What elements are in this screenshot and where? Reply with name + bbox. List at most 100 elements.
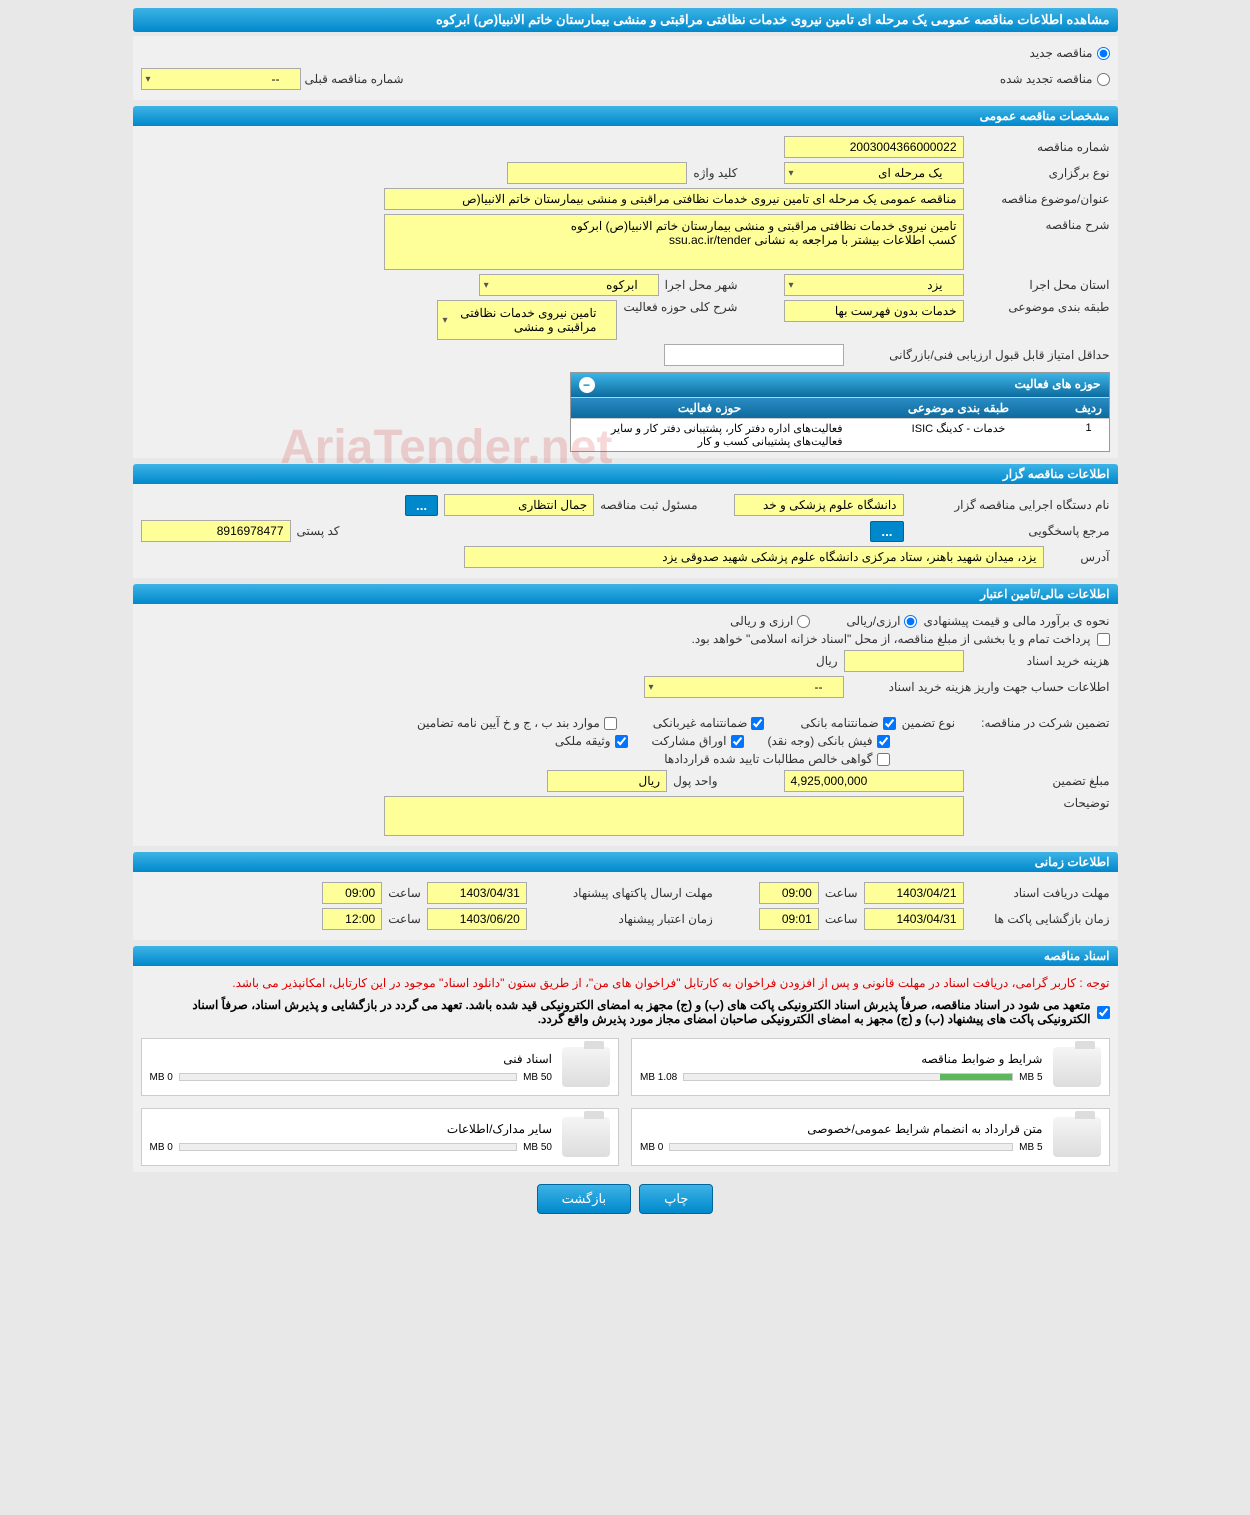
min-score-field[interactable] [664,344,844,366]
desc-textarea[interactable]: تامین نیروی خدمات نظافتی مراقبتی و منشی … [384,214,964,270]
keyword-field[interactable] [507,162,687,184]
attachment-item[interactable]: سایر مدارک/اطلاعات 50 MB 0 MB [141,1108,620,1166]
progress-bar [669,1143,1013,1151]
attach-title: اسناد فنی [150,1052,553,1066]
submit-time-label: ساعت [388,886,421,900]
attach-used: 1.08 MB [640,1072,677,1083]
keyword-label: کلید واژه [693,166,737,180]
doc-cost-label: هزینه خرید اسناد [970,654,1110,668]
type-select[interactable]: یک مرحله ای [784,162,964,184]
validity-date: 1403/06/20 [427,908,527,930]
folder-icon [1053,1117,1101,1157]
section-documents: اسناد مناقصه [133,946,1118,966]
activity-desc-label: شرح کلی حوزه فعالیت [623,300,737,314]
officer-dots-button[interactable]: ... [405,495,438,516]
doc-deadline-date: 1403/04/21 [864,882,964,904]
progress-bar [179,1073,517,1081]
activity-desc-select[interactable]: تامین نیروی خدمات نظافتی مراقبتی و منشی [437,300,617,340]
section-timing: اطلاعات زمانی [133,852,1118,872]
org-field: دانشگاه علوم پزشکی و خد [734,494,904,516]
prev-number-select[interactable]: -- [141,68,301,90]
notes-label: توضیحات [970,796,1110,810]
postal-field: 8916978477 [141,520,291,542]
attach-title: متن قرارداد به انضمام شرایط عمومی/خصوصی [640,1122,1043,1136]
attachment-item[interactable]: اسناد فنی 50 MB 0 MB [141,1038,620,1096]
officer-field: جمال انتظاری [444,494,594,516]
open-date: 1403/04/31 [864,908,964,930]
notes-textarea[interactable] [384,796,964,836]
cb-receivables[interactable] [877,753,890,766]
commit-checkbox[interactable] [1097,1006,1110,1019]
attachment-item[interactable]: متن قرارداد به انضمام شرایط عمومی/خصوصی … [631,1108,1110,1166]
cb-nonbank[interactable] [751,717,764,730]
unit-label: واحد پول [673,774,717,788]
treasury-note: پرداخت تمام و یا بخشی از مبلغ مناقصه، از… [692,632,1091,646]
open-label: زمان بازگشایی پاکت ها [970,912,1110,926]
radio-renewed-tender[interactable]: مناقصه تجدید شده [1000,72,1110,86]
collapse-icon[interactable]: − [579,377,595,393]
radio-both[interactable]: ارزی و ریالی [730,614,810,628]
account-select[interactable]: -- [644,676,844,698]
validity-label: زمان اعتبار پیشنهاد [533,912,713,926]
section-general: مشخصات مناقصه عمومی [133,106,1118,126]
attach-used: 0 MB [150,1072,173,1083]
province-select[interactable]: یزد [784,274,964,296]
radio-rial[interactable]: ارزی/ریالی [846,614,917,628]
prev-number-label: شماره مناقصه قبلی [305,72,404,86]
page-title: مشاهده اطلاعات مناقصه عمومی یک مرحله ای … [133,8,1118,32]
amount-label: مبلغ تضمین [970,774,1110,788]
validity-time-label: ساعت [388,912,421,926]
submit-date: 1403/04/31 [427,882,527,904]
section-financial: اطلاعات مالی/تامین اعتبار [133,584,1118,604]
doc-deadline-label: مهلت دریافت اسناد [970,886,1110,900]
attach-title: سایر مدارک/اطلاعات [150,1122,553,1136]
desc-label: شرح مناقصه [970,214,1110,232]
treasury-checkbox[interactable] [1097,633,1110,646]
doc-cost-field[interactable] [844,650,964,672]
guarantee-type-label: نوع تضمین [902,716,955,730]
category-label: طبقه بندی موضوعی [970,300,1110,314]
th-row: ردیف [1069,398,1109,418]
open-time: 09:01 [759,908,819,930]
attach-used: 0 MB [640,1142,663,1153]
attachment-item[interactable]: شرایط و ضوابط مناقصه 5 MB 1.08 MB [631,1038,1110,1096]
org-label: نام دستگاه اجرایی مناقصه گزار [910,498,1110,512]
radio-renewed-input[interactable] [1097,73,1110,86]
radio-new-tender[interactable]: مناقصه جدید [1030,46,1110,60]
folder-icon [1053,1047,1101,1087]
cb-bank[interactable] [883,717,896,730]
category-field: خدمات بدون فهرست بها [784,300,964,322]
cb-property[interactable] [615,735,628,748]
doc-deadline-time-label: ساعت [825,886,858,900]
province-label: استان محل اجرا [970,278,1110,292]
attach-max: 50 MB [523,1142,552,1153]
cb-shares[interactable] [731,735,744,748]
subject-field[interactable]: مناقصه عمومی یک مرحله ای تامین نیروی خدم… [384,188,964,210]
city-label: شهر محل اجرا [665,278,738,292]
contact-label: مرجع پاسخگویی [910,524,1110,538]
progress-bar [179,1143,517,1151]
submit-label: مهلت ارسال پاکتهای پیشنهاد [533,886,713,900]
activities-header: حوزه های فعالیت − [571,373,1109,397]
method-label: نحوه ی برآورد مالی و قیمت پیشنهادی [923,614,1109,628]
doc-deadline-time: 09:00 [759,882,819,904]
radio-new-label: مناقصه جدید [1030,46,1093,60]
amount-field: 4,925,000,000 [784,770,964,792]
attach-max: 5 MB [1019,1142,1042,1153]
th-activity: حوزه فعالیت [571,398,849,418]
back-button[interactable]: بازگشت [537,1184,631,1214]
cb-bylaw[interactable] [604,717,617,730]
doc-cost-unit: ریال [816,654,838,668]
city-select[interactable]: ابرکوه [479,274,659,296]
attach-max: 5 MB [1019,1072,1042,1083]
note-bold: متعهد می شود در اسناد مناقصه، صرفاً پذیر… [141,998,1091,1026]
attach-title: شرایط و ضوابط مناقصه [640,1052,1043,1066]
submit-time: 09:00 [322,882,382,904]
contact-dots-button[interactable]: ... [870,521,903,542]
print-button[interactable]: چاپ [639,1184,713,1214]
postal-label: کد پستی [297,524,340,538]
validity-time: 12:00 [322,908,382,930]
radio-new-input[interactable] [1097,47,1110,60]
subject-label: عنوان/موضوع مناقصه [970,192,1110,206]
cb-cash[interactable] [877,735,890,748]
